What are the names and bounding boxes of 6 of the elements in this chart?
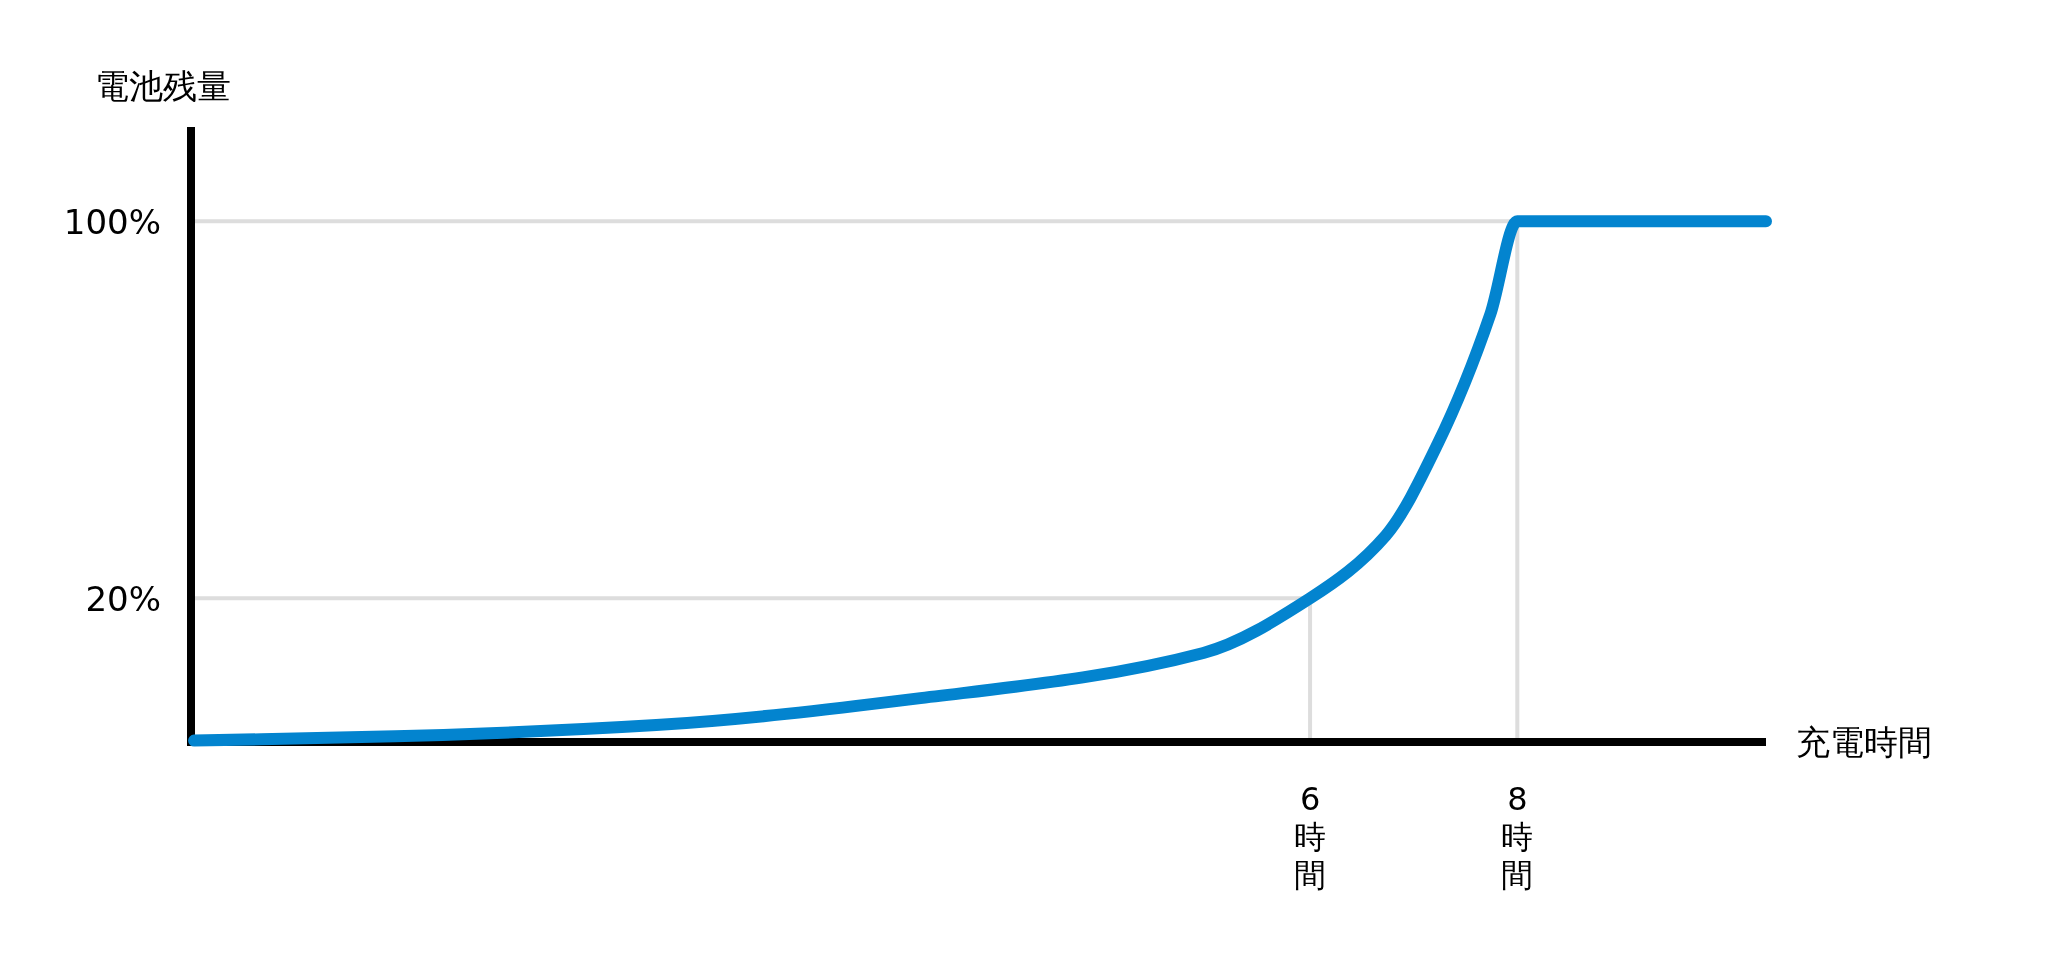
x-tick-label: 6時間: [1294, 780, 1327, 894]
y-tick-label: 20%: [85, 579, 161, 620]
y-tick-label: 100%: [63, 202, 161, 243]
y-axis-title: 電池残量: [95, 66, 231, 106]
x-tick-label: 8時間: [1501, 780, 1534, 894]
x-axis-title: 充電時間: [1796, 722, 1932, 762]
